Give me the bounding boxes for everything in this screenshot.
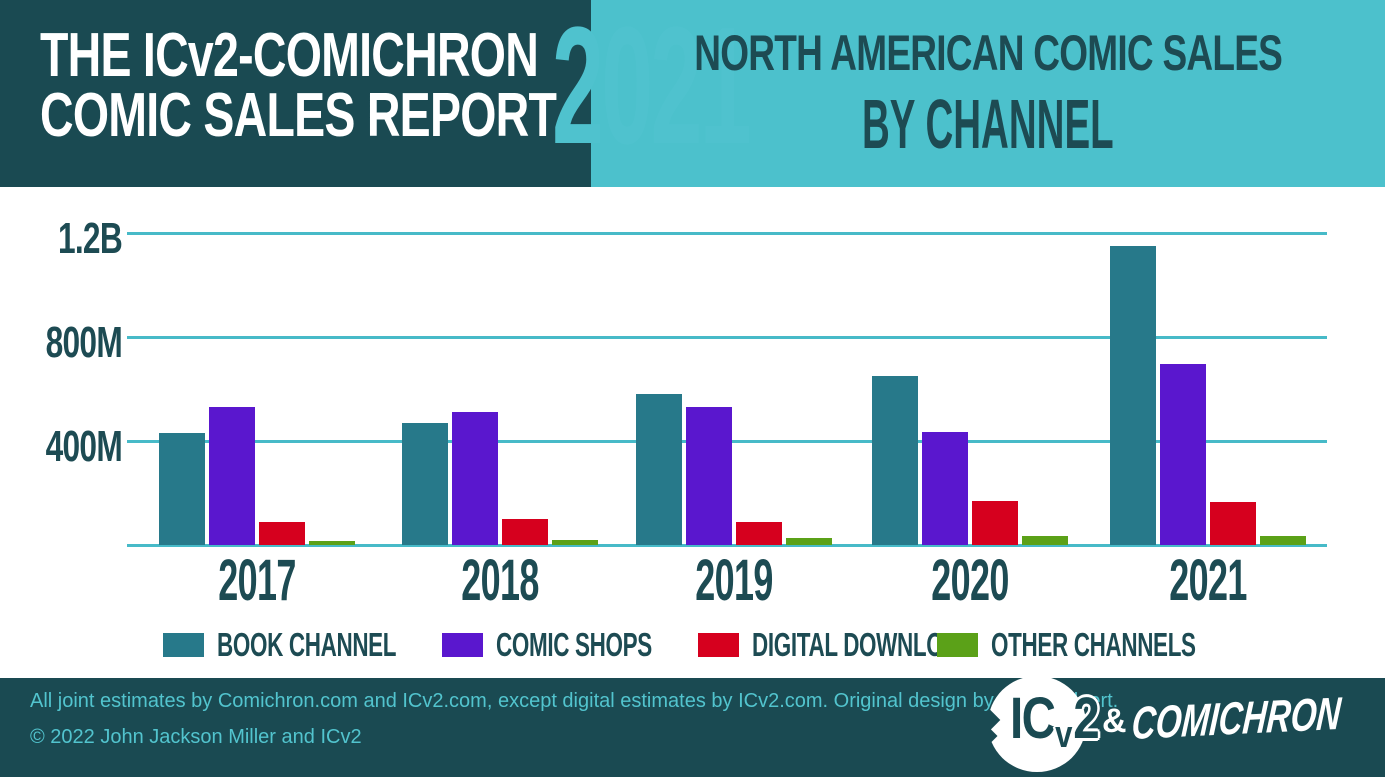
bar-group-2019	[636, 394, 832, 545]
y-axis-tick-label: 1.2B	[57, 214, 123, 263]
bar-group-2018	[402, 412, 598, 545]
bar-book-channel-2020	[872, 376, 918, 545]
x-axis-label-2018: 2018	[461, 548, 539, 613]
gridline-800m	[127, 335, 1327, 339]
legend-item-book-channel: BOOK CHANNEL	[163, 628, 481, 661]
legend-label-other-channels: OTHER CHANNELS	[991, 626, 1196, 663]
bar-book-channel-2019	[636, 394, 682, 545]
header: THE ICv2-COMICHRON COMIC SALES REPORT 20…	[0, 0, 1385, 187]
bar-group-2017	[159, 407, 355, 545]
legend-swatch-digital-download	[698, 632, 739, 657]
bar-comic-shops-2020	[922, 432, 968, 545]
bar-digital-download-2019	[736, 522, 782, 545]
x-axis-label-2021: 2021	[1169, 548, 1247, 613]
bar-digital-download-2018	[502, 519, 548, 545]
icv2-logo-text-ic: IC	[1010, 686, 1056, 751]
y-axis-tick-label: 400M	[45, 422, 123, 471]
bar-comic-shops-2018	[452, 412, 498, 545]
bar-comic-shops-2021	[1160, 364, 1206, 545]
legend-item-other-channels: OTHER CHANNELS	[937, 628, 1292, 661]
bar-book-channel-2017	[159, 433, 205, 545]
x-axis-label-2017: 2017	[218, 548, 296, 613]
bar-group-2020	[872, 376, 1068, 545]
x-axis-label-2019: 2019	[695, 548, 773, 613]
comichron-logo: COMICHRON	[1130, 686, 1343, 749]
y-axis-tick-label: 800M	[45, 318, 123, 367]
icv2-logo-text-2: 2	[1073, 686, 1099, 751]
header-left-block: THE ICv2-COMICHRON COMIC SALES REPORT 20…	[0, 0, 752, 187]
report-title-line1: THE ICv2-COMICHRON	[40, 21, 539, 90]
legend-label-book-channel: BOOK CHANNEL	[217, 626, 397, 663]
report-title-line2: COMIC SALES REPORT	[40, 81, 557, 150]
chart-subtitle: BY CHANNEL	[861, 84, 1114, 163]
bar-other-channels-2018	[552, 540, 598, 545]
bar-other-channels-2019	[786, 538, 832, 545]
icv2-logo	[977, 676, 1086, 772]
bar-book-channel-2021	[1110, 246, 1156, 545]
bar-digital-download-2017	[259, 522, 305, 545]
gridline-1-2b	[127, 231, 1327, 235]
bar-comic-shops-2017	[209, 407, 255, 545]
bar-other-channels-2021	[1260, 536, 1306, 545]
bar-other-channels-2020	[1022, 536, 1068, 545]
header-right-block: NORTH AMERICAN COMIC SALES BY CHANNEL	[590, 0, 1385, 187]
bar-other-channels-2017	[309, 541, 355, 545]
bar-comic-shops-2019	[686, 407, 732, 545]
legend-swatch-other-channels	[937, 632, 978, 657]
icv2-logo-text-v: v	[1055, 714, 1073, 756]
footer: All joint estimates by Comichron.com and…	[0, 678, 1385, 777]
chart-title: NORTH AMERICAN COMIC SALES	[693, 24, 1283, 81]
bar-digital-download-2020	[972, 501, 1018, 545]
footer-credit-text: All joint estimates by Comichron.com and…	[30, 690, 1119, 712]
bar-group-2021	[1110, 246, 1306, 545]
report-title: THE ICv2-COMICHRON COMIC SALES REPORT	[40, 21, 728, 150]
x-axis-baseline	[127, 543, 1327, 547]
report-year: 2021	[552, 0, 752, 179]
bar-digital-download-2021	[1210, 502, 1256, 545]
legend-swatch-comic-shops	[442, 632, 483, 657]
legend-item-comic-shops: COMIC SHOPS	[442, 628, 725, 661]
bar-book-channel-2018	[402, 423, 448, 545]
ampersand-separator: &	[1102, 702, 1127, 740]
x-axis-label-2020: 2020	[931, 548, 1009, 613]
legend-swatch-book-channel	[163, 632, 204, 657]
legend-label-comic-shops: COMIC SHOPS	[496, 626, 652, 663]
icv2-logo-text: ICv2	[1010, 690, 1100, 757]
footer-copyright-text: © 2022 John Jackson Miller and ICv2	[30, 726, 362, 748]
